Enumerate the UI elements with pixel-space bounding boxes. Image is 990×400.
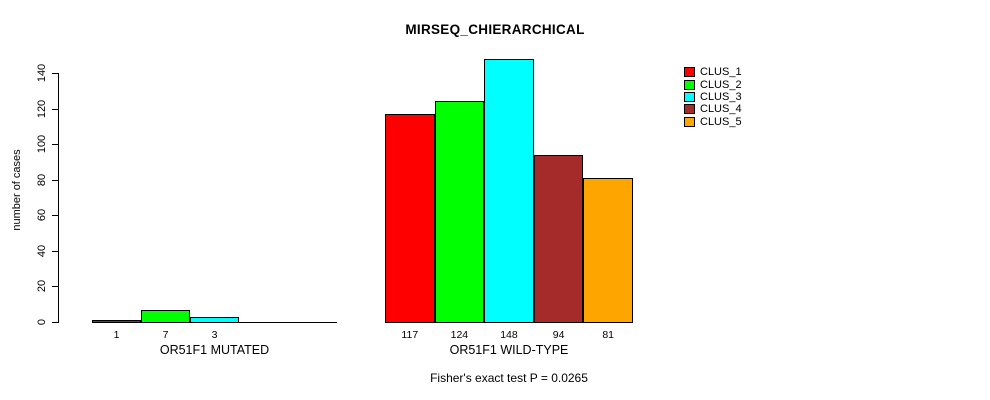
legend-swatch-CLUS_2: [684, 79, 695, 90]
y-tick: [52, 250, 58, 252]
legend-row: CLUS_2: [684, 78, 742, 91]
legend-row: CLUS_3: [684, 91, 742, 103]
y-tick: [52, 144, 58, 146]
y-tick: [52, 215, 58, 217]
y-tick-label: 20: [36, 280, 48, 293]
bar-CLUS_2: [434, 101, 485, 323]
y-axis: [58, 73, 59, 323]
legend-swatch-CLUS_3: [684, 91, 695, 102]
bar-CLUS_1: [92, 320, 141, 323]
bar-value-label: 81: [602, 329, 615, 341]
y-axis-label: number of cases: [11, 149, 23, 231]
bar-value-label: 1: [113, 329, 120, 341]
y-tick-label: 120: [36, 99, 48, 118]
y-tick-label: 100: [36, 134, 48, 154]
bar-CLUS_2: [141, 309, 190, 323]
y-tick-label: 140: [36, 63, 48, 83]
legend-row: CLUS_5: [684, 116, 742, 128]
legend-label: CLUS_3: [700, 90, 742, 103]
chart-title: MIRSEQ_CHIERARCHICAL: [405, 22, 585, 37]
bar-value-label: 7: [162, 329, 169, 341]
bar-CLUS_3: [484, 58, 534, 323]
legend-label: CLUS_4: [700, 103, 742, 116]
y-tick: [52, 286, 58, 288]
legend-swatch-CLUS_5: [684, 116, 695, 127]
legend-swatch-CLUS_1: [684, 67, 695, 78]
bar-CLUS_4: [533, 154, 584, 323]
y-tick-label: 0: [36, 318, 48, 326]
y-tick: [52, 322, 58, 323]
bar-value-label: 148: [500, 329, 518, 341]
bar-value-label: 94: [552, 329, 565, 341]
legend-swatch-CLUS_4: [684, 104, 695, 115]
legend-label: CLUS_2: [700, 78, 742, 91]
bar-CLUS_1: [385, 113, 435, 323]
group-label: OR51F1 WILD-TYPE: [449, 343, 569, 357]
legend: CLUS_1 CLUS_2 CLUS_3 CLUS_4 CLUS_5: [684, 66, 742, 128]
y-tick-label: 60: [36, 209, 48, 222]
bar-value-label: 117: [401, 329, 419, 341]
bar-CLUS_5: [583, 177, 633, 323]
y-tick-label: 80: [36, 173, 48, 186]
legend-row: CLUS_4: [684, 103, 742, 115]
legend-label: CLUS_1: [700, 66, 742, 79]
legend-label: CLUS_5: [700, 115, 742, 128]
bar-value-label: 124: [450, 329, 469, 341]
y-tick: [52, 108, 58, 110]
annotation-text: Fisher's exact test P = 0.0265: [430, 371, 588, 385]
y-tick: [52, 179, 58, 181]
bar-CLUS_3: [190, 316, 239, 323]
legend-row: CLUS_1: [684, 66, 742, 78]
y-tick: [52, 73, 58, 74]
bar-value-label: 3: [211, 329, 218, 341]
y-tick-label: 40: [36, 244, 48, 257]
group-label: OR51F1 MUTATED: [159, 343, 270, 357]
